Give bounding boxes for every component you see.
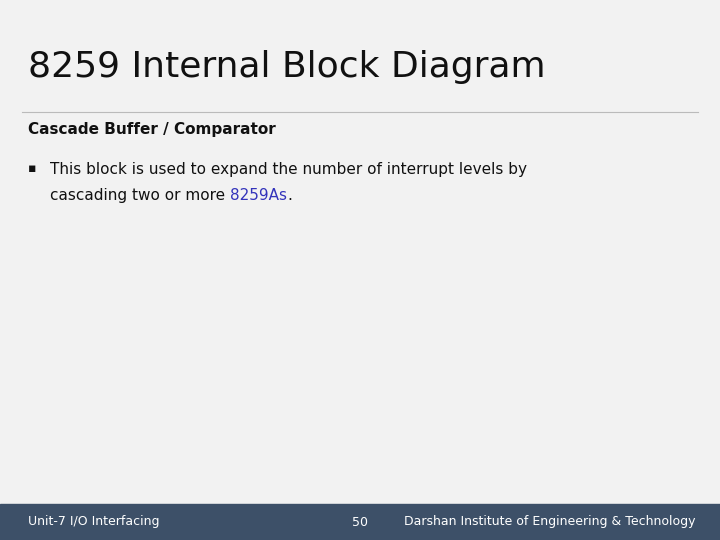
Text: Darshan Institute of Engineering & Technology: Darshan Institute of Engineering & Techn… [403, 516, 695, 529]
Text: .: . [287, 188, 292, 203]
Text: 50: 50 [352, 516, 368, 529]
Text: 8259As: 8259As [230, 188, 287, 203]
Text: 8259 Internal Block Diagram: 8259 Internal Block Diagram [28, 50, 546, 84]
Text: cascading two or more: cascading two or more [50, 188, 230, 203]
Text: Unit-7 I/O Interfacing: Unit-7 I/O Interfacing [28, 516, 160, 529]
Bar [0, 504, 720, 540]
Text: ▪: ▪ [28, 162, 37, 175]
Text: Cascade Buffer / Comparator: Cascade Buffer / Comparator [28, 122, 276, 137]
Text: This block is used to expand the number of interrupt levels by: This block is used to expand the number … [50, 162, 527, 177]
